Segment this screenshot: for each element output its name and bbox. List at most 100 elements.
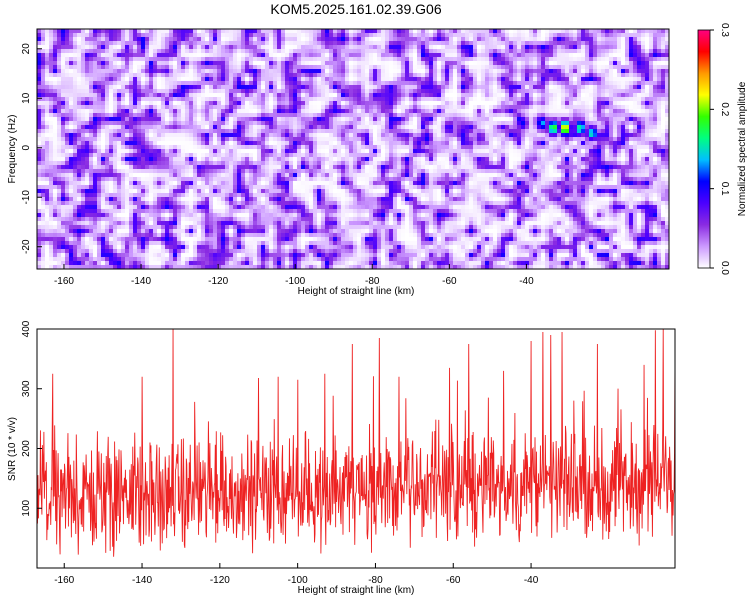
heatmap-cell [597, 93, 602, 98]
heatmap-cell [481, 125, 486, 130]
heatmap-cell [189, 137, 194, 142]
heatmap-cell [109, 61, 114, 66]
heatmap-cell [657, 129, 662, 134]
heatmap-cell [529, 45, 534, 50]
heatmap-cell [269, 129, 274, 134]
heatmap-cell [469, 125, 474, 130]
heatmap-cell [449, 33, 454, 38]
heatmap-cell [553, 121, 558, 126]
heatmap-cell [145, 117, 150, 122]
heatmap-cell [169, 109, 174, 114]
heatmap-cell [405, 149, 410, 154]
heatmap-cell [401, 109, 406, 114]
heatmap-cell [285, 117, 290, 122]
heatmap-cell [217, 37, 222, 42]
heatmap-cell [497, 137, 502, 142]
heatmap-cell [161, 85, 166, 90]
heatmap-cell [525, 29, 530, 34]
heatmap-cell [169, 53, 174, 58]
heatmap-cell [201, 153, 206, 158]
heatmap-cell [497, 49, 502, 54]
heatmap-cell [549, 61, 554, 66]
heatmap-cell [325, 53, 330, 58]
heatmap-cell [445, 121, 450, 126]
heatmap-cell [473, 33, 478, 38]
heatmap-cell [345, 45, 350, 50]
heatmap-cell [573, 69, 578, 74]
heatmap-cell [501, 45, 506, 50]
heatmap-cell [529, 145, 534, 150]
heatmap-cell [165, 153, 170, 158]
heatmap-cell [61, 81, 66, 86]
heatmap-cell [605, 49, 610, 54]
heatmap-cell [357, 105, 362, 110]
heatmap-cell [609, 41, 614, 46]
heatmap-cell [525, 89, 530, 94]
heatmap-cell [301, 113, 306, 118]
heatmap-cell [225, 149, 230, 154]
heatmap-cell [585, 33, 590, 38]
heatmap-cell [465, 113, 470, 118]
heatmap-cell [345, 109, 350, 114]
heatmap-cell [469, 49, 474, 54]
heatmap-cell [289, 145, 294, 150]
heatmap-cell [321, 73, 326, 78]
heatmap-cell [549, 105, 554, 110]
heatmap-cell [653, 37, 658, 42]
heatmap-cell [477, 121, 482, 126]
heatmap-cell [537, 37, 542, 42]
heatmap-cell [485, 105, 490, 110]
heatmap-cell [561, 145, 566, 150]
heatmap-cell [581, 101, 586, 106]
heatmap-cell [45, 113, 50, 118]
heatmap-cell [117, 45, 122, 50]
heatmap-cell [441, 49, 446, 54]
heatmap-cell [57, 117, 62, 122]
heatmap-cell [505, 85, 510, 90]
heatmap-cell [665, 141, 669, 146]
heatmap-cell [233, 105, 238, 110]
heatmap-cell [645, 73, 650, 78]
heatmap-cell [449, 113, 454, 118]
heatmap-cell [69, 69, 74, 74]
heatmap-cell [205, 89, 210, 94]
heatmap-cell [153, 49, 158, 54]
heatmap-cell [225, 61, 230, 66]
heatmap-cell [321, 97, 326, 102]
heatmap-cell [405, 73, 410, 78]
heatmap-cell [493, 37, 498, 42]
heatmap-cell [265, 109, 270, 114]
heatmap-cell [61, 149, 66, 154]
heatmap-cell [313, 101, 318, 106]
heatmap-cell [257, 113, 262, 118]
heatmap-cell [157, 137, 162, 142]
heatmap-cell [257, 85, 262, 90]
heatmap-cell [429, 61, 434, 66]
heatmap-cell [373, 89, 378, 94]
heatmap-cell [253, 117, 258, 122]
heatmap-cell [397, 85, 402, 90]
heatmap-cell [585, 133, 590, 138]
heatmap-cell [441, 129, 446, 134]
heatmap-cell [509, 77, 514, 82]
heatmap-cell [553, 29, 558, 34]
heatmap-cell [529, 117, 534, 122]
heatmap-cell [233, 141, 238, 146]
heatmap-cell [317, 57, 322, 62]
heatmap-cell [149, 149, 154, 154]
heatmap-cell [277, 53, 282, 58]
heatmap-cell [397, 89, 402, 94]
heatmap-cell [381, 141, 386, 146]
heatmap-cell [161, 105, 166, 110]
heatmap-cell [237, 61, 242, 66]
heatmap-cell [273, 149, 278, 154]
heatmap-cell [101, 45, 106, 50]
heatmap-cell [121, 93, 126, 98]
heatmap-cell [353, 137, 358, 142]
heatmap-cell [121, 125, 126, 130]
heatmap-cell [545, 141, 550, 146]
heatmap-cell [261, 97, 266, 102]
heatmap-cell [69, 109, 74, 114]
heatmap-cell [241, 37, 246, 42]
heatmap-cell [373, 97, 378, 102]
